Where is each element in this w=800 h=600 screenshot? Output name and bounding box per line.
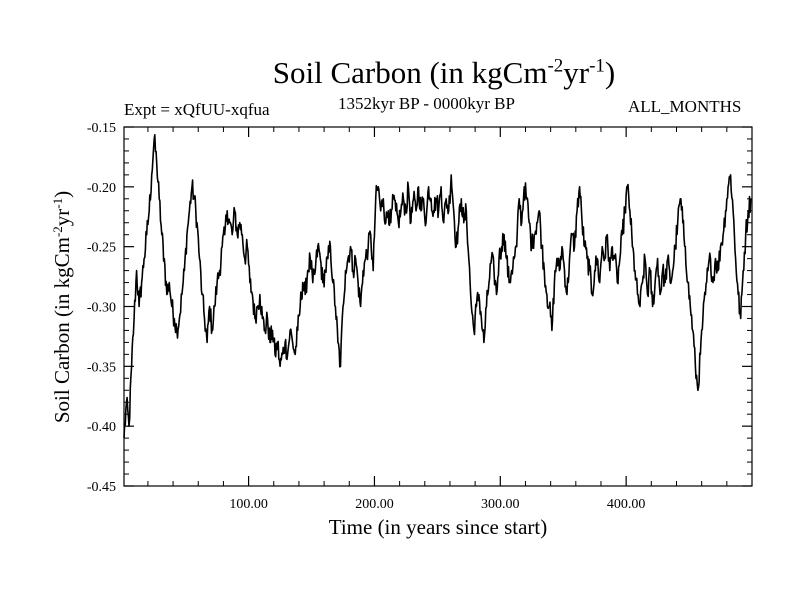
- y-tick-label: -0.15: [87, 121, 116, 136]
- x-tick-label: 400.00: [607, 497, 646, 512]
- experiment-label: Expt = xQfUU-xqfua: [124, 100, 270, 119]
- series-line-soil-carbon: [123, 134, 752, 439]
- y-tick-label: -0.30: [87, 301, 116, 316]
- x-tick-label: 300.00: [481, 497, 520, 512]
- x-tick-label: 200.00: [355, 497, 394, 512]
- y-tick-label: -0.35: [87, 360, 116, 375]
- x-tick-label: 100.00: [229, 497, 268, 512]
- y-tick-label: -0.20: [87, 181, 116, 196]
- chart-title: Soil Carbon (in kgCm-2yr-1): [0, 55, 800, 91]
- y-axis-title: Soil Carbon (in kgCm-2yr-1): [50, 191, 74, 423]
- chart-title-exponent-2: -1: [589, 55, 605, 77]
- y-axis-title-unit: yr: [50, 209, 74, 227]
- chart-title-close: ): [604, 55, 616, 90]
- y-tick-labels: -0.45 -0.40 -0.35 -0.30 -0.25 -0.20 -0.15: [87, 121, 116, 495]
- y-axis-title-exponent-1: -2: [50, 226, 65, 237]
- x-axis-title: Time (in years since start): [329, 515, 548, 539]
- period-label: ALL_MONTHS: [628, 97, 742, 116]
- x-tick-labels: 100.00 200.00 300.00 400.00: [229, 497, 645, 512]
- y-tick-label: -0.45: [87, 480, 116, 495]
- chart-title-exponent-1: -2: [547, 55, 564, 77]
- y-tick-label: -0.25: [87, 241, 116, 256]
- chart-title-text: Soil Carbon (in kgCm: [272, 55, 548, 90]
- chart-title-unit: yr: [563, 55, 590, 90]
- tick-marks: [124, 126, 752, 487]
- y-axis-title-text: Soil Carbon (in kgCm: [50, 237, 74, 423]
- plot-frame: [123, 126, 753, 487]
- y-axis-title-exponent-2: -1: [50, 198, 65, 209]
- y-tick-label: -0.40: [87, 420, 116, 435]
- chart-subtitle: 1352kyr BP - 0000kyr BP: [338, 94, 515, 113]
- y-axis-title-close: ): [50, 191, 74, 198]
